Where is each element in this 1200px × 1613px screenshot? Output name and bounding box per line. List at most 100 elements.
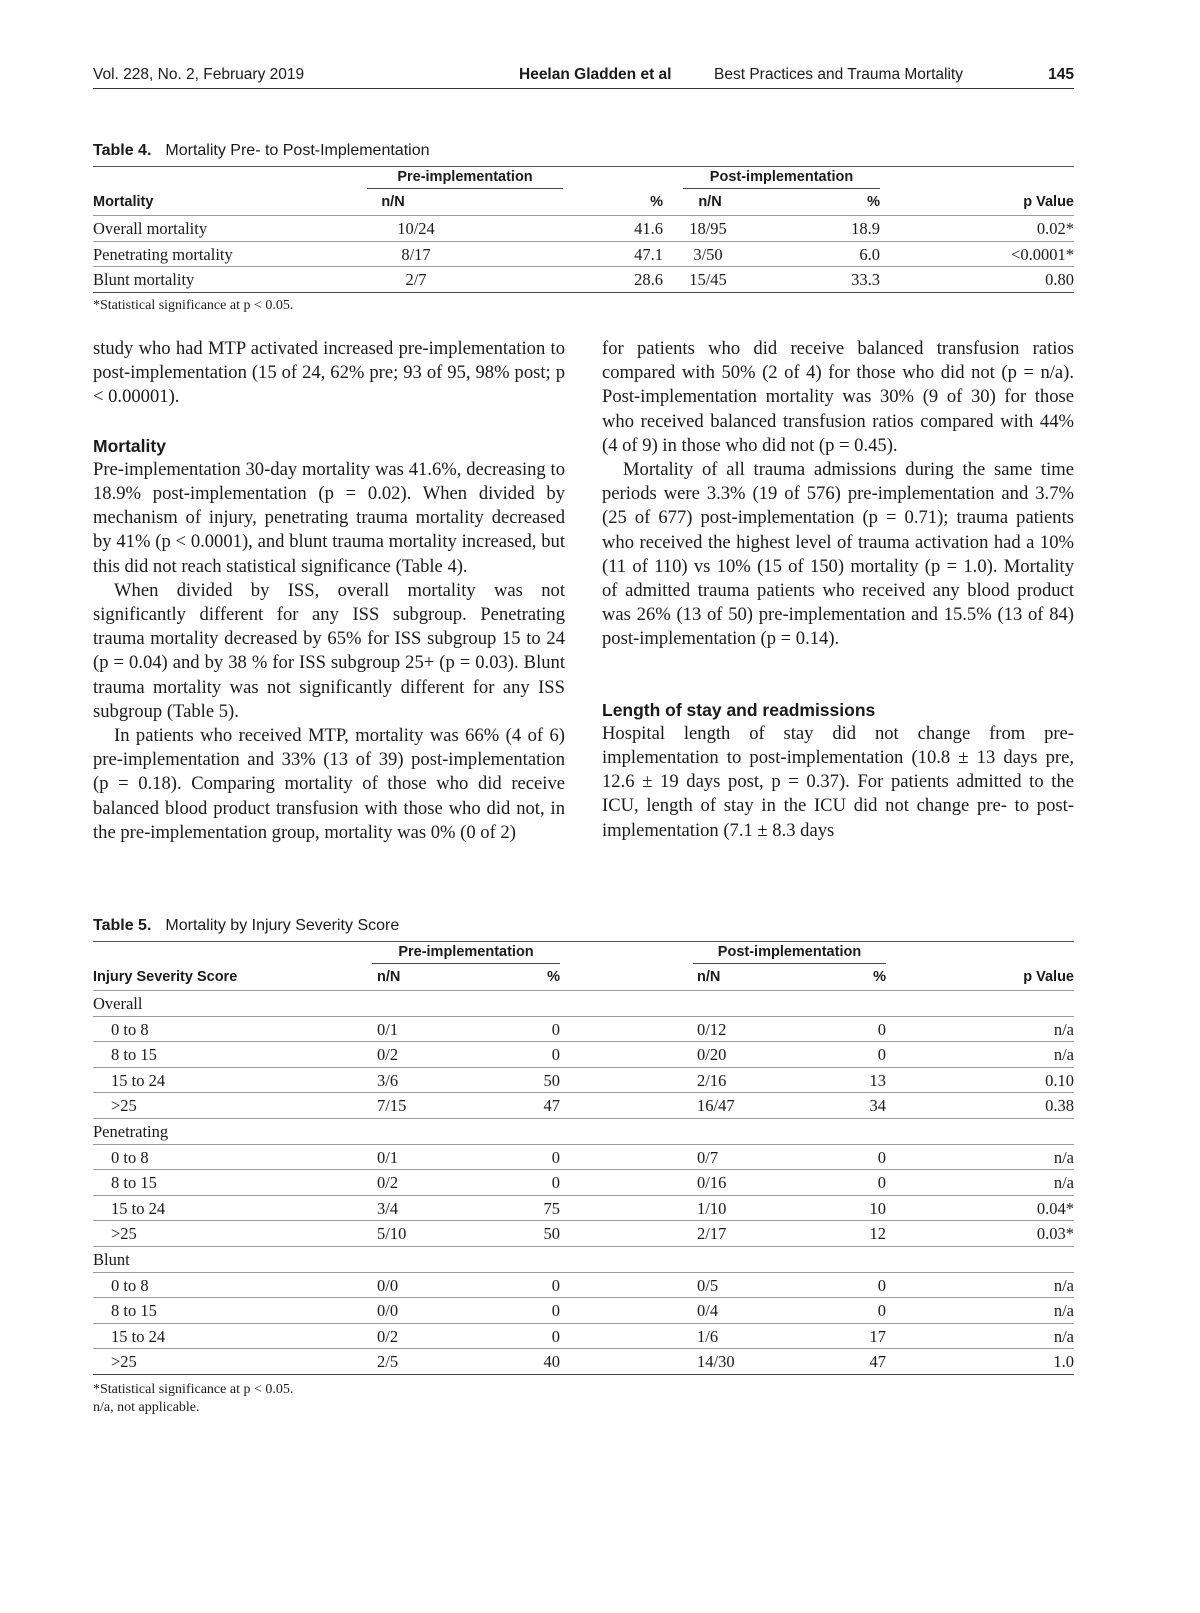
column-header: n/N <box>381 194 405 210</box>
table-title: Mortality by Injury Severity Score <box>165 917 400 934</box>
table-cell: 0 <box>877 1019 886 1039</box>
group-row: Blunt <box>93 1247 1074 1273</box>
table-cell: 0.10 <box>1045 1070 1074 1090</box>
table-cell: 1/10 <box>697 1198 727 1218</box>
group-header-post: Post-implementation <box>693 944 886 964</box>
column-header: % <box>867 194 880 210</box>
table-label: Table 4. <box>93 142 152 159</box>
journal-citation: Vol. 228, No. 2, February 2019 <box>93 66 305 83</box>
table-row: 0 to 8 0/1 0 0/12 0 n/a <box>93 1017 1074 1043</box>
right-column: for patients who did receive balanced tr… <box>602 337 1074 843</box>
table-cell: 0/0 <box>377 1275 399 1295</box>
table-cell: 8 to 15 <box>111 1173 157 1193</box>
table-caption: Table 5. Mortality by Injury Severity Sco… <box>93 917 1074 942</box>
table-cell: 50 <box>543 1224 561 1244</box>
table-cell: 2/16 <box>697 1070 727 1090</box>
table-title: Mortality Pre- to Post-Implementation <box>165 142 430 159</box>
table-cell: 47 <box>543 1096 561 1116</box>
group-row: Penetrating <box>93 1119 1074 1145</box>
table-cell: 2/17 <box>697 1224 727 1244</box>
table-cell: n/a <box>1053 1019 1074 1039</box>
table-cell: 17 <box>869 1326 887 1346</box>
table-cell: n/a <box>1053 1301 1074 1321</box>
table-4: Table 4. Mortality Pre- to Post-Implement… <box>93 142 1074 315</box>
table-cell: >25 <box>111 1224 137 1244</box>
table-cell: n/a <box>1053 1326 1074 1346</box>
table-cell: 10 <box>869 1198 887 1218</box>
table-cell: Penetrating <box>93 1121 169 1141</box>
table-cell: 5/10 <box>377 1224 407 1244</box>
table-cell: >25 <box>111 1352 137 1372</box>
table-row: 15 to 24 0/2 0 1/6 17 n/a <box>93 1324 1074 1350</box>
paragraph: Mortality of all trauma admissions durin… <box>602 459 1074 650</box>
table-cell: 2/7 <box>405 270 427 290</box>
column-header: p Value <box>1023 194 1074 210</box>
column-header-row: Pre-implementation Post-implementation Inj… <box>93 942 1074 991</box>
running-header: Vol. 228, No. 2, February 2019 Heelan Gl… <box>93 66 1074 89</box>
table-cell: 0/16 <box>697 1173 727 1193</box>
paragraph: study who had MTP activated increased pr… <box>93 338 565 408</box>
group-header-pre: Pre-implementation <box>367 169 563 189</box>
table-caption: Table 4. Mortality Pre- to Post-Implement… <box>93 142 1074 167</box>
column-header: p Value <box>1023 969 1074 985</box>
table-cell: 0/20 <box>697 1045 727 1065</box>
table-row: >25 7/15 47 16/47 34 0.38 <box>93 1093 1074 1119</box>
table-cell: <0.0001* <box>1011 244 1074 264</box>
table-cell: 50 <box>543 1070 561 1090</box>
table-cell: 47.1 <box>634 244 663 264</box>
table-cell: Overall mortality <box>93 219 208 238</box>
table-cell: 0/1 <box>377 1147 399 1167</box>
table-cell: 0/7 <box>697 1147 719 1167</box>
group-header-pre: Pre-implementation <box>372 944 560 964</box>
table-cell: 0 <box>877 1275 886 1295</box>
table-row: Overall mortality 10/24 41.6 18/95 18.9 0.02* <box>93 216 1074 242</box>
table-cell: 1/6 <box>697 1326 719 1346</box>
table-cell: Blunt mortality <box>93 270 195 290</box>
table-cell: 1.0 <box>1053 1352 1074 1372</box>
column-header: n/N <box>377 969 401 985</box>
table-cell: 8/17 <box>401 244 431 264</box>
table-label: Table 5. <box>93 917 152 934</box>
table-cell: 0 <box>877 1147 886 1167</box>
column-header: Mortality <box>93 194 154 210</box>
table-cell: 75 <box>543 1198 561 1218</box>
table-5: Table 5. Mortality by Injury Severity Sco… <box>93 917 1074 1417</box>
table-cell: 0.03* <box>1036 1224 1074 1244</box>
table-cell: >25 <box>111 1096 137 1116</box>
table-row: 15 to 24 3/4 75 1/10 10 0.04* <box>93 1196 1074 1222</box>
page-number: 145 <box>1048 66 1074 83</box>
table-cell: 28.6 <box>634 270 663 290</box>
section-heading: Mortality <box>93 435 166 456</box>
table-cell: n/a <box>1053 1147 1074 1167</box>
table-cell: 3/50 <box>693 244 723 264</box>
table-cell: 0/0 <box>377 1301 399 1321</box>
table-cell: 6.0 <box>859 244 880 264</box>
paragraph: Pre-implementation 30-day mortality was … <box>93 458 565 577</box>
table-cell: 15 to 24 <box>111 1070 166 1090</box>
table-cell: 47 <box>869 1352 887 1372</box>
table-cell: 8 to 15 <box>111 1301 157 1321</box>
table-cell: Overall <box>93 994 143 1013</box>
table-cell: 0/2 <box>377 1173 399 1193</box>
table-cell: 34 <box>869 1096 887 1116</box>
short-title: Best Practices and Trauma Mortality <box>714 66 963 83</box>
table-cell: n/a <box>1053 1045 1074 1065</box>
table-cell: 0 to 8 <box>111 1147 149 1167</box>
column-header: n/N <box>698 194 722 210</box>
table-cell: 0/5 <box>697 1275 719 1295</box>
column-header: n/N <box>697 969 721 985</box>
table-cell: 0/2 <box>377 1326 399 1346</box>
table-cell: 0.38 <box>1045 1096 1074 1116</box>
table-cell: 15 to 24 <box>111 1326 166 1346</box>
column-header: % <box>547 969 560 985</box>
table-cell: 40 <box>543 1352 561 1372</box>
table-cell: Blunt <box>93 1249 130 1269</box>
table-cell: 41.6 <box>634 219 663 238</box>
table-footnote: *Statistical significance at p < 0.05. <box>93 297 294 313</box>
table-cell: 0/4 <box>697 1301 719 1321</box>
section-heading: Length of stay and readmissions <box>602 699 876 720</box>
table-cell: 3/6 <box>377 1070 399 1090</box>
table-row: 8 to 15 0/2 0 0/20 0 n/a <box>93 1042 1074 1068</box>
table-cell: n/a <box>1053 1173 1074 1193</box>
